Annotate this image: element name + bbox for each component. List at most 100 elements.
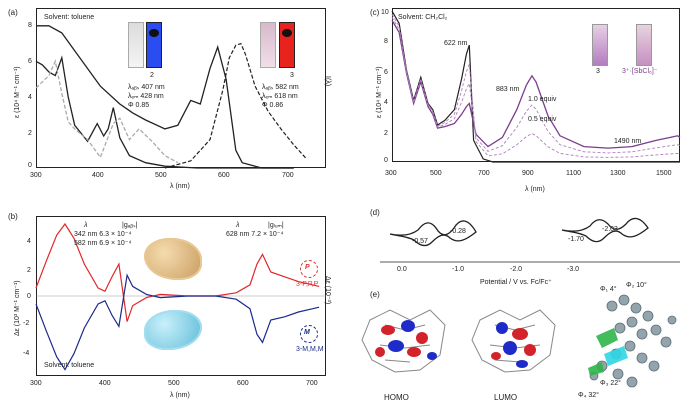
phi4-label: Φ₄ 32°: [578, 392, 599, 399]
cv-e2: -0.28: [450, 228, 466, 235]
series-line-1: [35, 222, 320, 322]
crystal-structure-render: [588, 294, 677, 388]
tick-label: 4: [384, 99, 388, 106]
tick-label: 8: [384, 38, 388, 45]
tick-label: 0.0: [397, 266, 407, 273]
cv-e4: -2.03: [602, 226, 618, 233]
tick-label: 300: [385, 170, 397, 177]
m-badge: [300, 325, 318, 343]
panel-c-ylabel: ε (10⁴ M⁻¹ cm⁻¹): [376, 66, 383, 118]
p-badge-label: P: [305, 264, 310, 271]
intermediate-line-1: [391, 13, 681, 158]
tick-label: 1500: [656, 170, 672, 177]
legend-3-phi: Φ 0.86: [262, 102, 284, 109]
panel-a-ylabel: ε (10⁴ M⁻¹ cm⁻¹): [14, 66, 21, 118]
vial-3-light: [260, 22, 276, 68]
tick-label: 500: [155, 172, 167, 179]
vial-2-light: [128, 22, 144, 68]
vial-3-red: [279, 22, 295, 68]
legend-3-name: 3: [290, 72, 294, 79]
molecule-p-model: [144, 238, 202, 280]
panel-c-ann-equiv-a: 1.0 equiv: [528, 96, 557, 103]
tick-label: 2: [27, 267, 31, 274]
vial-c-label-2: 3⁺·[SbCl₆]⁻: [622, 68, 658, 75]
tick-label: 0: [28, 162, 32, 169]
series-line-4: [164, 42, 308, 169]
panel-b-plot: [35, 222, 326, 371]
panel-e-label: (e): [370, 290, 380, 299]
tick-label: 0: [384, 157, 388, 164]
series-line-1: [391, 10, 680, 163]
phi3-label: Φ₃ 22°: [600, 380, 621, 387]
tick-label: 6: [28, 58, 32, 65]
tick-label: 300: [30, 172, 42, 179]
legend-2-abs: λₐᵦₛ 407 nm: [128, 84, 165, 91]
tick-label: 300: [30, 380, 42, 387]
tick-label: -3.0: [567, 266, 580, 273]
legend-2-phi: Φ 0.85: [128, 102, 150, 109]
legend-2-em: λₑₘ 428 nm: [128, 93, 164, 100]
homo-label: HOMO: [384, 393, 409, 402]
panel-d-cv: [380, 217, 680, 263]
panel-a-label: (a): [8, 8, 18, 17]
tick-label: 700: [478, 170, 490, 177]
intermediate-line-2: [391, 16, 681, 154]
series-line-3: [36, 25, 294, 169]
tick-label: -2.0: [510, 266, 523, 273]
series-line-2: [35, 59, 179, 164]
panel-b-col-h2: |gₐᵦₛ|: [122, 222, 138, 229]
panel-c-ann-622: 622 nm: [444, 40, 468, 47]
panel-d-label: (d): [370, 208, 380, 217]
phi1-label: Φ₁ 4°: [600, 286, 617, 293]
tick-label: 500: [168, 380, 180, 387]
m-name: 3-M,M,M: [296, 346, 324, 353]
cv-e1: -0.57: [412, 238, 428, 245]
panel-b-col-h1: λ: [84, 222, 88, 229]
tick-label: 700: [282, 172, 294, 179]
tick-label: 8: [28, 22, 32, 29]
p-name: 3-P,P,P: [296, 281, 319, 288]
tick-label: 900: [522, 170, 534, 177]
panel-c-plot: [391, 10, 681, 163]
series-line-2: [35, 273, 320, 371]
tick-label: 4: [27, 238, 31, 245]
legend-3-abs: λₐᵦₛ 582 nm: [262, 84, 299, 91]
tick-label: 400: [92, 172, 104, 179]
homo-orbital-render: [361, 309, 446, 373]
tick-label: -2: [23, 320, 30, 327]
panel-a-solvent: Solvent: toluene: [44, 14, 95, 21]
tick-label: -1.0: [452, 266, 465, 273]
tick-label: 4: [28, 94, 32, 101]
panel-b-row2: 582 nm 6.9 × 10⁻⁴: [74, 240, 132, 247]
panel-c-ann-equiv-b: 0.5 equiv: [528, 116, 557, 123]
tick-label: 1300: [610, 170, 626, 177]
vial-2-blue: [146, 22, 162, 68]
tick-label: 2: [384, 130, 388, 137]
tick-label: 600: [237, 380, 249, 387]
panel-b-col-h3: λ: [236, 222, 240, 229]
tick-label: 600: [218, 172, 230, 179]
tick-label: 6: [384, 69, 388, 76]
lumo-label: LUMO: [494, 393, 518, 402]
cv-loop-2: [561, 217, 649, 243]
panel-c-label: (c): [370, 8, 380, 17]
tick-label: 1100: [566, 170, 582, 177]
tick-label: -4: [23, 350, 30, 357]
lumo-orbital-render: [471, 309, 556, 373]
panel-d-xlabel: Potential / V vs. Fc/Fc⁺: [480, 279, 552, 286]
panel-c-ann-1490: 1490 nm: [614, 138, 642, 145]
p-badge: [300, 260, 318, 278]
panel-c-xlabel: λ (nm): [525, 186, 545, 193]
cv-loop-1: [389, 220, 477, 247]
tick-label: 700: [306, 380, 318, 387]
phi2-label: Φ₂ 10°: [626, 282, 647, 289]
panel-b-xlabel: λ (nm): [170, 392, 190, 399]
legend-3-em: λₑₘ 618 nm: [262, 93, 298, 100]
panel-b-row3: 628 nm 7.2 × 10⁻⁴: [226, 231, 284, 238]
tick-label: 0: [27, 293, 31, 300]
panel-b-solvent: Solvent: toluene: [44, 362, 95, 369]
panel-b-col-h4: |gₗᵤₘ|: [268, 222, 284, 229]
vial-c-neutral: [592, 24, 608, 66]
panel-c-ann-883: 883 nm: [496, 86, 520, 93]
panel-c-solvent: Solvent: CH₂Cl₂: [398, 14, 448, 21]
